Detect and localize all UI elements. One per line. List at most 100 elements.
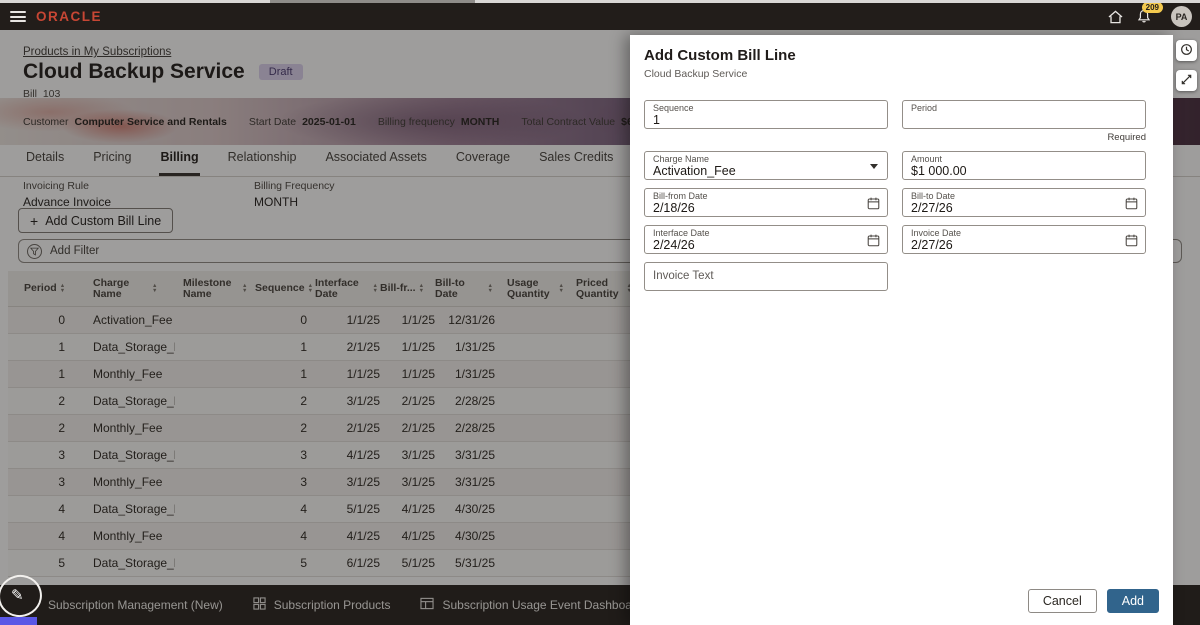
col-priced-quantity: Priced Quantity▲▼ <box>566 271 634 306</box>
col-usage-quantity: Usage Quantity ▲ ▼ <box>507 276 564 300</box>
cell-bill-from: 1/1/25 <box>401 313 435 327</box>
required-hint: Required <box>1107 132 1146 143</box>
tab-pricing[interactable]: Pricing <box>93 150 132 164</box>
cell-interface-date: 3/1/25 <box>346 394 380 408</box>
amount-field[interactable]: Amount $1 000.00 <box>902 151 1146 180</box>
calendar-icon[interactable] <box>867 234 880 252</box>
sort-icon[interactable]: ▲▼ <box>487 283 493 294</box>
table-row[interactable]: 2 Data_Storage_Fee 2 3/1/25 2/1/25 2/28/25 <box>8 388 634 415</box>
table-row[interactable]: 0 Activation_Fee 0 1/1/25 1/1/25 12/31/26 <box>8 307 634 334</box>
table-row[interactable]: 1 Monthly_Fee 1 1/1/25 1/1/25 1/31/25 <box>8 361 634 388</box>
pencil-icon: ✎ <box>11 587 24 604</box>
bill-lines-table: Period ▲ ▼ Charge Name ▲ ▼ Milestone Name ▲ ▼ … <box>8 271 634 577</box>
sort-icon[interactable]: ▲▼ <box>372 283 378 294</box>
sort-icon[interactable]: ▲▼ <box>152 283 158 294</box>
table-row[interactable]: 3 Data_Storage_Fee 3 4/1/25 3/1/25 3/31/25 <box>8 442 634 469</box>
table-row[interactable]: 2 Monthly_Fee 2 2/1/25 2/1/25 2/28/25 <box>8 415 634 442</box>
cell-bill-from: 2/1/25 <box>401 394 435 408</box>
table-row[interactable]: 3 Monthly_Fee 3 3/1/25 3/1/25 3/31/25 <box>8 469 634 496</box>
col-charge-name: Charge Name ▲ ▼ <box>93 276 158 300</box>
cancel-button[interactable]: Cancel <box>1027 589 1097 613</box>
bill-id: Bill_103 <box>23 88 61 100</box>
taskbar-item-subscription-products[interactable]: Subscription Products <box>253 597 390 613</box>
cell-bill-to: 1/31/25 <box>454 340 495 354</box>
invoicing-rule-block: Invoicing Rule Advance Invoice <box>23 180 112 209</box>
chevron-down-icon[interactable] <box>870 164 878 169</box>
interface-date-field[interactable]: Interface Date 2/24/26 <box>644 225 888 254</box>
breadcrumb[interactable]: Products in My Subscriptions <box>23 46 172 58</box>
table-row[interactable]: 4 Monthly_Fee 4 4/1/25 4/1/25 4/30/25 <box>8 523 634 550</box>
sort-icon[interactable]: ▲▼ <box>59 283 66 294</box>
tab-associated-assets[interactable]: Associated Assets <box>325 150 427 164</box>
cell-charge: Activation_Fee <box>93 313 173 327</box>
cell-charge: Data_Storage_Fee <box>93 502 175 516</box>
cell-bill-to: 1/31/25 <box>454 367 495 381</box>
calendar-icon[interactable] <box>1125 234 1138 252</box>
cell-sequence: 4 <box>300 529 307 543</box>
bell-icon[interactable]: 209 <box>1137 2 1163 24</box>
bill-to-date-field[interactable]: Bill-to Date 2/27/26 <box>902 188 1146 217</box>
bill-from-date-field[interactable]: Bill-from Date 2/18/26 <box>644 188 888 217</box>
sort-icon[interactable]: ▲▼ <box>307 283 314 294</box>
page-title: Cloud Backup Service <box>23 60 245 83</box>
dashboard-icon <box>420 597 435 613</box>
invoice-text-field[interactable]: Invoice Text <box>644 262 888 291</box>
table-row[interactable]: 5 Data_Storage_Fee 5 6/1/25 5/1/25 5/31/25 <box>8 550 634 577</box>
info-customer: Customer Computer Service and Rentals <box>23 115 227 128</box>
sort-icon[interactable]: ▲▼ <box>627 284 632 293</box>
col-interface-date: Interface Date ▲ ▼ <box>315 276 378 300</box>
dialog-title: Add Custom Bill Line <box>644 47 796 64</box>
cell-bill-from: 1/1/25 <box>401 367 435 381</box>
cell-interface-date: 2/1/25 <box>346 421 380 435</box>
cell-interface-date: 3/1/25 <box>346 475 380 489</box>
title-row: Cloud Backup Service Draft <box>23 60 303 84</box>
cell-period: 1 <box>58 367 65 381</box>
cell-bill-to: 3/31/25 <box>454 475 495 489</box>
menu-icon[interactable] <box>10 11 26 22</box>
add-custom-bill-line-button[interactable]: + Add Custom Bill Line <box>18 208 174 233</box>
add-button[interactable]: Add <box>1106 589 1159 613</box>
billing-detail-blocks: Invoicing Rule Advance Invoice Billing F… <box>23 180 335 209</box>
cell-bill-from: 4/1/25 <box>401 529 435 543</box>
cell-bill-to: 2/28/25 <box>454 421 495 435</box>
cell-charge: Monthly_Fee <box>93 475 163 489</box>
invoice-date-field[interactable]: Invoice Date 2/27/26 <box>902 225 1146 254</box>
plus-icon: + <box>30 212 39 229</box>
cell-bill-from: 2/1/25 <box>401 421 435 435</box>
charge-name-select[interactable]: Charge Name Activation_Fee <box>644 151 888 180</box>
history-fab-button[interactable] <box>1176 40 1197 61</box>
horizontal-scrollbar[interactable] <box>0 0 1200 3</box>
taskbar-item-usage-event-dashboard[interactable]: Subscription Usage Event Dashboard <box>420 597 643 613</box>
sort-icon[interactable]: ▲▼ <box>558 283 564 294</box>
sort-icon[interactable]: ▲▼ <box>418 283 425 294</box>
edit-pencil-button[interactable]: ✎ <box>0 570 47 622</box>
calendar-icon[interactable] <box>1125 197 1138 215</box>
scrollbar-thumb[interactable] <box>270 0 475 3</box>
status-badge: Draft <box>258 64 303 80</box>
cell-charge: Data_Storage_Fee <box>93 340 175 354</box>
tab-relationship[interactable]: Relationship <box>227 150 297 164</box>
tab-details[interactable]: Details <box>26 150 65 164</box>
notification-badge: 209 <box>1141 2 1163 13</box>
cell-charge: Monthly_Fee <box>93 421 163 435</box>
avatar[interactable]: PA <box>1171 6 1192 27</box>
cell-charge: Data_Storage_Fee <box>93 394 175 408</box>
cell-period: 1 <box>58 340 65 354</box>
global-header: ORACLE 209 PA <box>0 2 1200 30</box>
sequence-field[interactable]: Sequence 1 <box>644 100 888 129</box>
period-field[interactable]: Period <box>902 100 1146 129</box>
tools-fab-button[interactable] <box>1176 70 1197 91</box>
tab-sales-credits[interactable]: Sales Credits <box>539 150 614 164</box>
table-row[interactable]: 4 Data_Storage_Fee 4 5/1/25 4/1/25 4/30/25 <box>8 496 634 523</box>
taskbar-item-subscription-management[interactable]: Subscription Management (New) <box>48 598 223 612</box>
crossed-arrows-icon <box>1180 73 1193 89</box>
tab-billing[interactable]: Billing <box>159 150 200 176</box>
home-icon[interactable] <box>1108 10 1123 24</box>
col-bill-from: Bill-fr... ▲ ▼ <box>380 282 425 294</box>
sort-icon[interactable]: ▲▼ <box>242 283 248 294</box>
table-row[interactable]: 1 Data_Storage_Fee 1 2/1/25 1/1/25 1/31/25 <box>8 334 634 361</box>
cell-sequence: 2 <box>300 421 307 435</box>
cell-bill-to: 2/28/25 <box>454 394 495 408</box>
tab-coverage[interactable]: Coverage <box>455 150 511 164</box>
calendar-icon[interactable] <box>867 197 880 215</box>
